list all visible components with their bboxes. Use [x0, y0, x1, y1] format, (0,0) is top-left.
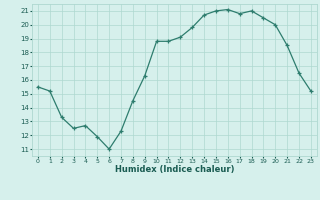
X-axis label: Humidex (Indice chaleur): Humidex (Indice chaleur) [115, 165, 234, 174]
